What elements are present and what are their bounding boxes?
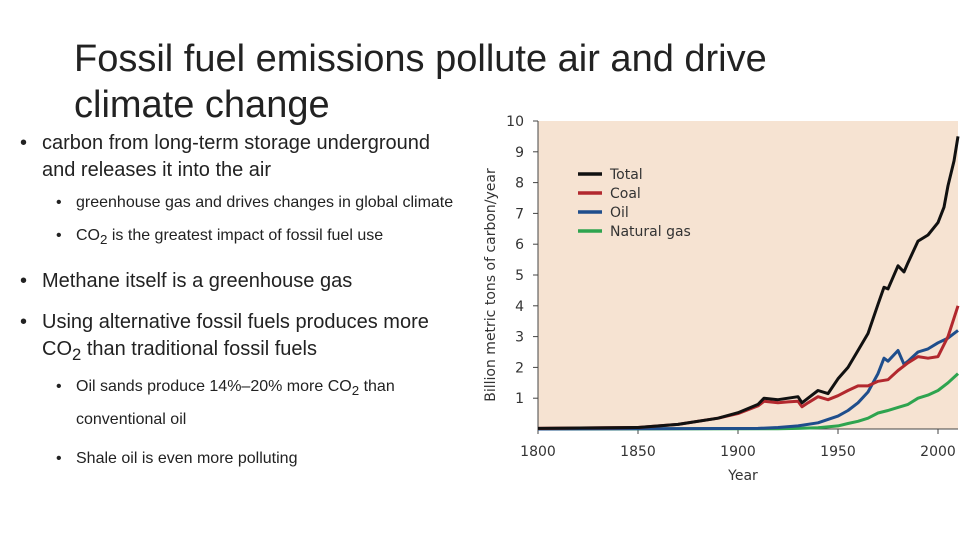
series-line-oil: [537, 329, 959, 431]
y-tick-label: 8: [515, 176, 524, 192]
y-tick-label: 4: [515, 299, 524, 315]
x-axis-label: Year: [727, 468, 758, 484]
bullet-item: Using alternative fossil fuels produces …: [20, 309, 460, 368]
y-tick-label: 5: [515, 268, 524, 284]
bullet-item: Methane itself is a greenhouse gas: [20, 268, 460, 295]
x-tick-label: 1950: [820, 444, 856, 460]
y-tick-label: 10: [506, 114, 524, 130]
bullet-item: carbon from long-term storage undergroun…: [20, 130, 460, 184]
legend-label: Total: [609, 167, 643, 183]
subscript-text: 2: [72, 345, 82, 365]
bullet-text: Shale oil is even more polluting: [76, 450, 298, 468]
sub-bullet-item: Oil sands produce 14%–20% more CO2 than …: [20, 372, 460, 434]
y-tick-label: 3: [515, 330, 524, 346]
bullet-text: CO: [76, 227, 100, 244]
x-tick-label: 1800: [520, 444, 556, 460]
y-tick-label: 9: [515, 145, 524, 161]
x-tick-label: 1900: [720, 444, 756, 460]
emissions-chart: 1 2 3 4 5 6 7 8 9 10 1800 1850 1900 1950 2000 Year Billi…: [470, 108, 960, 493]
bullet-text: greenhouse gas and drives changes in glo…: [76, 194, 454, 211]
y-tick-label: 7: [515, 206, 524, 222]
bullet-text: than traditional fossil fuels: [81, 338, 317, 361]
sub-bullet-item: Shale oil is even more polluting: [20, 444, 460, 473]
subscript-text: 2: [351, 383, 360, 399]
series-line-total: [537, 136, 960, 430]
y-tick-label: 1: [515, 391, 524, 407]
bullet-list: carbon from long-term storage undergroun…: [20, 130, 460, 473]
y-tick-label: 2: [515, 360, 524, 376]
subscript-text: 2: [100, 232, 108, 248]
bullet-text: than conventional oil: [76, 378, 395, 429]
slide-title: Fossil fuel emissions pollute air and dr…: [74, 38, 767, 126]
y-tick-label: 6: [515, 237, 524, 253]
series-line-natural-gas: [537, 372, 960, 431]
legend-label: Natural gas: [610, 224, 691, 240]
x-tick-label: 2000: [920, 444, 956, 460]
x-tick-label: 1850: [620, 444, 656, 460]
y-axis-label: Billion metric tons of carbon/year: [483, 168, 499, 402]
bullet-text: Methane itself is a greenhouse gas: [42, 270, 353, 293]
legend-label: Coal: [610, 186, 641, 202]
sub-bullet-item: CO2 is the greatest impact of fossil fue…: [20, 221, 460, 254]
bullet-text: Using alternative fossil fuels produces …: [42, 311, 429, 361]
bullet-text: is the greatest impact of fossil fuel us…: [107, 227, 384, 244]
bullet-text: carbon from long-term storage undergroun…: [42, 132, 430, 181]
chart-svg: 1 2 3 4 5 6 7 8 9 10 1800 1850 1900 1950 2000 Year Billi…: [483, 114, 960, 484]
legend-label: Oil: [610, 205, 629, 221]
sub-bullet-item: greenhouse gas and drives changes in glo…: [20, 188, 460, 217]
bullet-text: Oil sands produce 14%–20% more CO: [76, 378, 352, 396]
